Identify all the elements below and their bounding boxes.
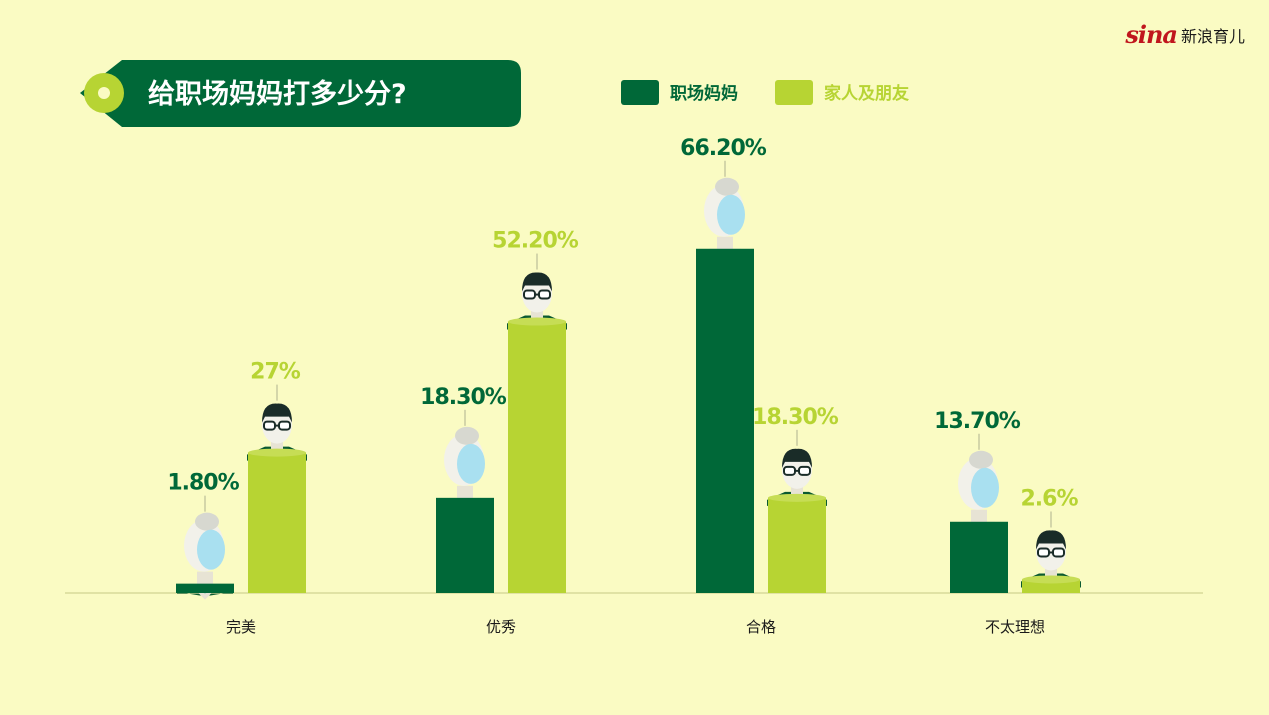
bar-family-friends <box>768 497 826 593</box>
title-tag-shape <box>80 60 521 127</box>
bar-value-label: 66.20% <box>680 136 767 161</box>
bar-family-friends <box>508 321 566 593</box>
sina-logo-mark: sina <box>1125 20 1178 49</box>
legend-swatch-working-mom <box>621 80 659 105</box>
legend-swatch-family-friends <box>775 80 813 105</box>
bar-working-mom <box>950 521 1008 593</box>
bar-value-label: 18.30% <box>752 405 839 430</box>
bar-cap <box>248 448 306 457</box>
bar-working-mom <box>436 497 494 593</box>
x-tick-label: 不太理想 <box>985 618 1045 636</box>
bar-cap <box>508 317 566 326</box>
bar-value-label: 52.20% <box>492 229 579 254</box>
legend: 职场妈妈 家人及朋友 <box>621 80 909 105</box>
legend-label-working-mom: 职场妈妈 <box>670 83 738 104</box>
bar-value-label: 1.80% <box>167 471 239 496</box>
bar-group-working-mom: 18.30% <box>420 385 508 593</box>
brand-logo-text: 新浪育儿 <box>1180 26 1245 46</box>
bar-group-family-friends: 2.6% <box>1020 486 1081 593</box>
bar-group-working-mom: 13.70% <box>934 409 1022 593</box>
bars-layer: 1.80% 27% 完美 18.30% 52.20% 优秀 66.20% 18.30% 合格 13… <box>167 136 1081 636</box>
bar-family-friends <box>248 452 306 593</box>
title-tag: 给职场妈妈打多少分? <box>80 60 521 127</box>
bar-cap <box>1022 575 1080 584</box>
x-tick-label: 合格 <box>746 618 776 636</box>
legend-label-family-friends: 家人及朋友 <box>824 83 909 104</box>
bar-working-mom <box>696 248 754 593</box>
bar-group-family-friends: 52.20% <box>492 229 580 593</box>
bar-group-family-friends: 18.30% <box>752 405 840 593</box>
chart-title: 给职场妈妈打多少分? <box>148 79 407 110</box>
bar-cap <box>768 493 826 502</box>
bar-group-working-mom: 66.20% <box>680 136 768 593</box>
x-tick-label: 完美 <box>226 618 256 636</box>
bar-value-label: 13.70% <box>934 409 1021 434</box>
bar-group-family-friends: 27% <box>247 360 307 593</box>
bar-value-label: 27% <box>250 360 301 385</box>
x-tick-label: 优秀 <box>486 618 516 636</box>
bar-value-label: 18.30% <box>420 385 507 410</box>
title-tag-hole <box>98 87 110 99</box>
bar-working-mom <box>176 583 234 593</box>
brand-logo: sina 新浪育儿 <box>1125 20 1245 49</box>
bar-group-working-mom: 1.80% <box>167 471 241 600</box>
bar-value-label: 2.6% <box>1020 486 1078 511</box>
